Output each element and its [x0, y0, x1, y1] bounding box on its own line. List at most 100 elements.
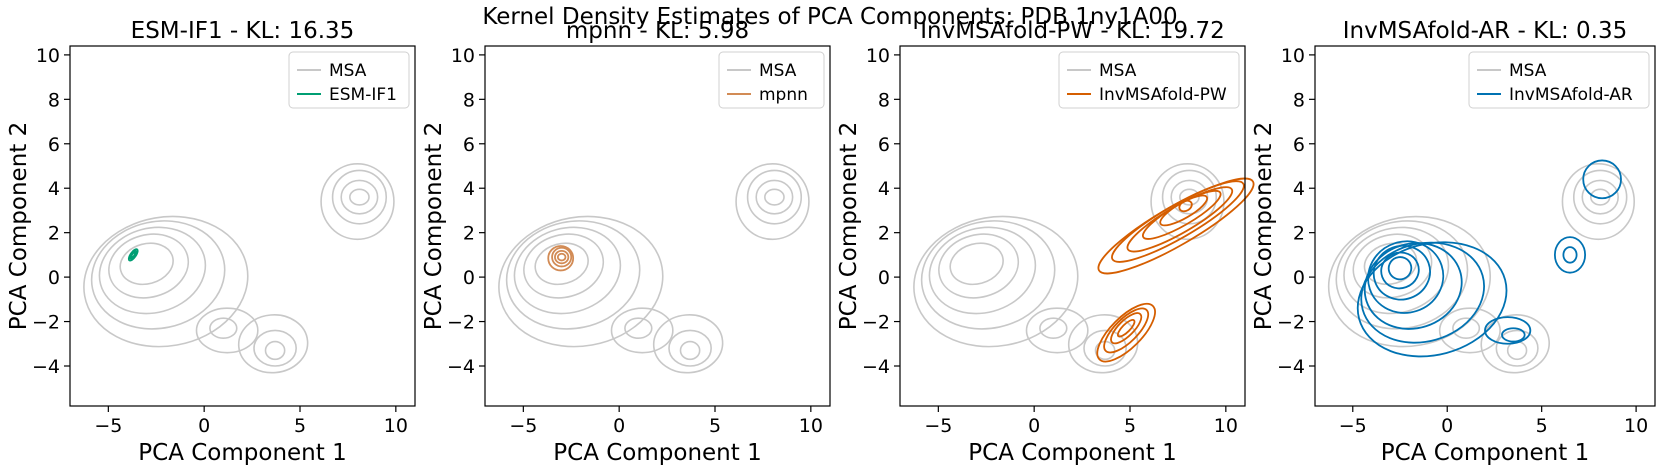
legend-label: MSA — [1509, 61, 1547, 81]
legend: MSA InvMSAfold-PW — [1058, 51, 1240, 109]
msa-contour — [735, 162, 810, 241]
y-tick-label: 4 — [463, 178, 475, 200]
y-axis-label: PCA Component 2 — [836, 122, 862, 330]
msa-contour — [534, 242, 589, 286]
model-contour — [1387, 256, 1413, 281]
model-contour — [1501, 327, 1526, 343]
msa-contour — [938, 233, 1020, 299]
contour-layer — [498, 162, 810, 374]
y-tick-label: 8 — [48, 89, 60, 111]
y-tick-label: 0 — [48, 267, 60, 289]
y-tick-label: 8 — [878, 89, 890, 111]
x-tick-label: 5 — [1536, 415, 1548, 437]
msa-contour — [1343, 226, 1450, 315]
panel-3: −5 0 5 10 −4 −2 0 2 4 6 8 10 InvMSAfold-PW - KL: 19.… — [836, 18, 1255, 465]
legend-label: ESM-IF1 — [329, 85, 397, 105]
model-contour — [1562, 246, 1578, 264]
msa-contour — [1581, 179, 1619, 215]
msa-contour — [652, 314, 724, 374]
panel-2: −5 0 5 10 −4 −2 0 2 4 6 8 10 mpnn - KL: 5.98 PCA Comp… — [421, 18, 831, 465]
msa-contour — [1161, 169, 1218, 225]
y-tick-label: 2 — [1293, 223, 1305, 245]
axes-frame — [69, 45, 416, 407]
figure-title: Kernel Density Estimates of PCA Componen… — [482, 4, 1177, 30]
y-axis-label: PCA Component 2 — [421, 122, 447, 330]
panel-1: −5 0 5 10 −4 −2 0 2 4 6 8 10 ESM-IF1 - KL: 16.35 PCA … — [6, 18, 416, 465]
y-tick-label: −2 — [447, 312, 475, 334]
msa-contour — [513, 226, 622, 315]
x-tick-label: −5 — [1339, 415, 1367, 437]
y-tick-label: −2 — [1277, 312, 1305, 334]
y-tick-label: 10 — [451, 45, 475, 67]
model-contour — [1360, 241, 1485, 344]
msa-contour — [1452, 317, 1481, 340]
x-tick-label: −5 — [94, 415, 122, 437]
y-tick-label: 2 — [48, 223, 60, 245]
legend-label: InvMSAfold-AR — [1509, 85, 1633, 105]
y-tick-label: 4 — [878, 178, 890, 200]
x-tick-label: −5 — [509, 415, 537, 437]
model-contour — [1372, 244, 1431, 301]
msa-contour — [237, 314, 309, 374]
y-tick-label: −4 — [1277, 356, 1305, 378]
msa-contour — [679, 340, 701, 361]
msa-contour — [195, 307, 259, 354]
x-tick-label: 5 — [294, 415, 306, 437]
msa-contour — [83, 215, 249, 348]
msa-contour — [1067, 314, 1139, 374]
x-tick-label: 10 — [384, 415, 408, 437]
y-tick-label: 8 — [1293, 89, 1305, 111]
y-tick-label: −2 — [32, 312, 60, 334]
x-axis-label: PCA Component 1 — [138, 440, 346, 465]
model-contour — [1553, 236, 1587, 274]
contour-layer — [1327, 159, 1636, 374]
x-tick-label: 0 — [613, 415, 625, 437]
y-tick-label: 6 — [878, 134, 890, 156]
x-axis-label: PCA Component 1 — [553, 440, 761, 465]
model-contour — [1582, 159, 1622, 200]
msa-contour — [320, 162, 395, 241]
legend-box — [1058, 51, 1240, 109]
msa-contour — [90, 220, 226, 330]
msa-contour — [1179, 188, 1200, 206]
panel-title: ESM-IF1 - KL: 16.35 — [131, 18, 355, 44]
legend: MSA InvMSAfold-AR — [1468, 51, 1650, 109]
x-tick-label: −5 — [924, 415, 952, 437]
axes-frame — [899, 45, 1246, 407]
y-tick-label: 8 — [463, 89, 475, 111]
x-axis-label: PCA Component 1 — [968, 440, 1176, 465]
y-tick-label: 10 — [36, 45, 60, 67]
msa-contour — [1363, 242, 1418, 286]
msa-contour — [1561, 162, 1636, 241]
model-contour — [130, 251, 137, 259]
axes-frame — [1314, 45, 1656, 407]
msa-contour — [340, 179, 379, 215]
model-contour — [1103, 307, 1150, 354]
model-contour — [1356, 241, 1508, 358]
msa-contour — [1572, 169, 1628, 225]
msa-contour — [610, 307, 674, 354]
model-contour — [554, 249, 570, 265]
legend-label: MSA — [759, 61, 797, 81]
msa-contour — [253, 329, 297, 367]
msa-contour — [349, 188, 370, 206]
legend: MSA ESM-IF1 — [288, 51, 410, 109]
x-axis-label: PCA Component 1 — [1381, 440, 1589, 465]
msa-contour — [209, 317, 238, 340]
msa-contour — [668, 329, 712, 367]
contour-layer — [83, 162, 395, 374]
msa-contour — [119, 242, 174, 286]
x-tick-label: 5 — [1124, 415, 1136, 437]
model-contour — [1367, 240, 1445, 314]
legend-box — [1468, 51, 1650, 109]
y-tick-label: 6 — [48, 134, 60, 156]
msa-contour — [928, 226, 1037, 315]
y-tick-label: 10 — [1281, 45, 1305, 67]
msa-contour — [755, 179, 794, 215]
msa-contour — [1495, 329, 1539, 367]
legend-label: MSA — [1099, 61, 1137, 81]
y-tick-label: 6 — [1293, 134, 1305, 156]
msa-contour — [949, 242, 1004, 286]
legend-label: mpnn — [759, 85, 808, 105]
